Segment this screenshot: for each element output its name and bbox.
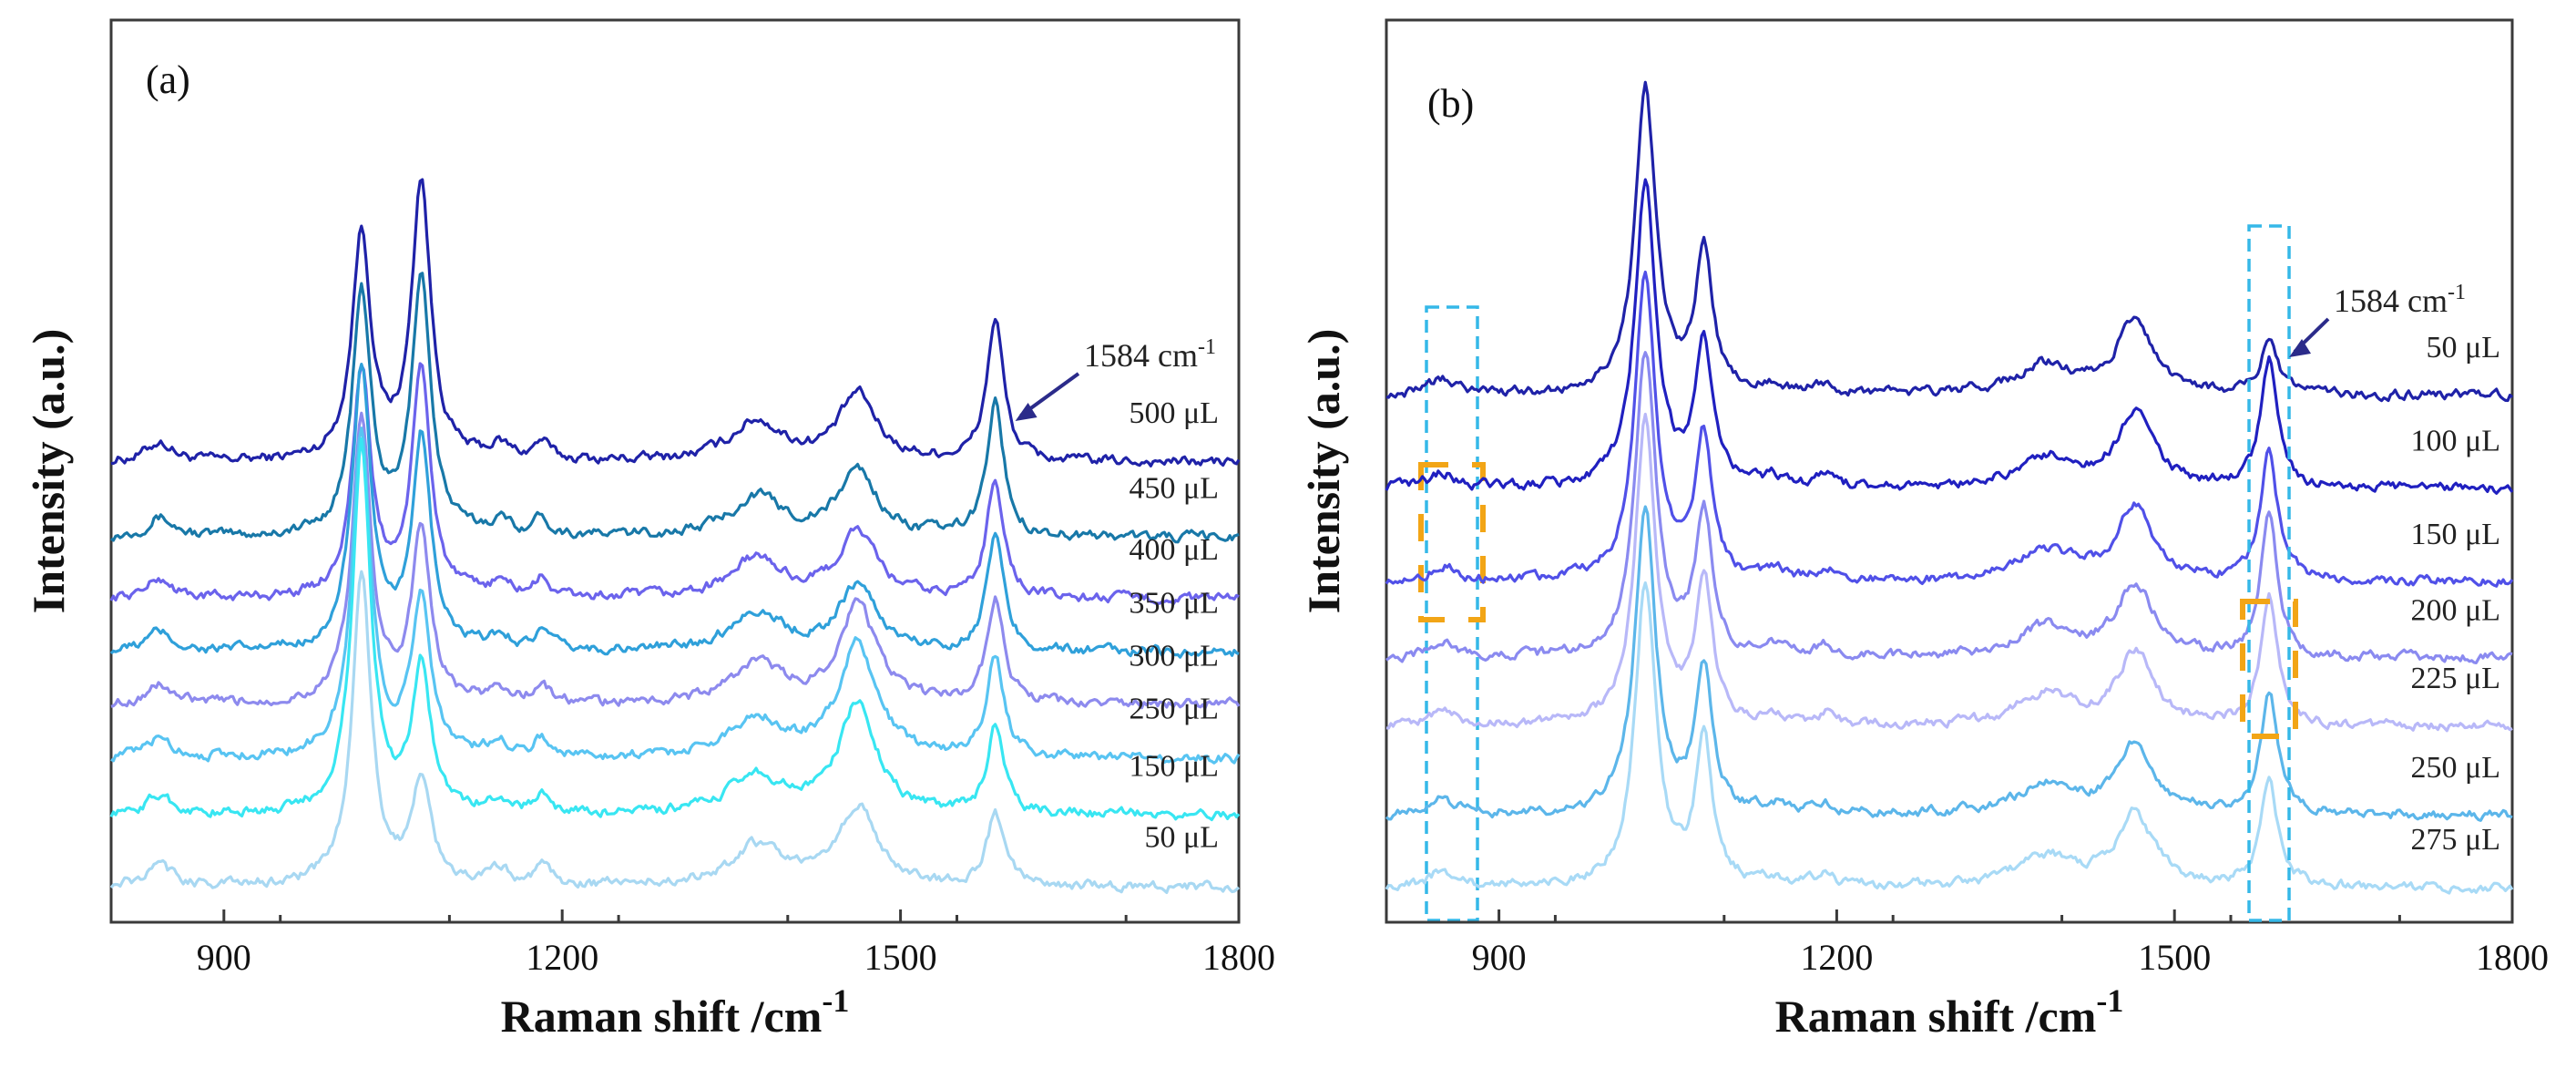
spectrum-line — [110, 178, 1241, 467]
x-tick-label: 1200 — [526, 937, 598, 978]
x-tick-label: 900 — [197, 937, 251, 978]
x-axis-title: Raman shift /cm-1 — [501, 982, 850, 1042]
peak-annotation: 1584 cm-1 — [2334, 281, 2466, 319]
peak-highlight-box — [2247, 224, 2291, 922]
peak-annotation: 1584 cm-1 — [1084, 335, 1216, 374]
spectrum-line — [109, 362, 1240, 606]
series-label: 225 μL — [2411, 662, 2501, 695]
series-label: 250 μL — [2411, 751, 2501, 785]
spectrum-line — [110, 426, 1241, 765]
series-label: 350 μL — [1130, 586, 1220, 620]
spectrum-line — [110, 272, 1240, 544]
series-label: 400 μL — [1130, 533, 1220, 567]
series-label: 150 μL — [1130, 750, 1220, 784]
y-axis-title: Intensity (a.u.) — [23, 329, 74, 614]
x-axis-title: Raman shift /cm-1 — [1775, 982, 2124, 1042]
series-label: 275 μL — [2411, 823, 2501, 857]
annotation-arrowhead — [1015, 403, 1038, 421]
series-label: 100 μL — [2411, 424, 2501, 457]
panel-b: 900 1200 1500 1800 Raman shift /cm-1 Intensit… — [1298, 18, 2549, 1042]
x-tick-label: 1500 — [2138, 937, 2211, 978]
series-label: 250 μL — [1130, 693, 1220, 726]
x-tick-label: 1800 — [2476, 937, 2549, 978]
x-tick-label: 900 — [1472, 937, 1527, 978]
spectrum-line — [1385, 351, 2513, 664]
x-tick-label: 1500 — [864, 937, 937, 978]
series-label: 150 μL — [2411, 518, 2501, 551]
spectrum-line — [1385, 270, 2514, 588]
y-axis-title: Intensity (a.u.) — [1298, 329, 1349, 614]
panel-tag: (a) — [146, 57, 190, 102]
peak-highlight-box — [1425, 305, 1479, 922]
x-tick-label: 1200 — [1800, 937, 1873, 978]
plot-frame — [1385, 18, 2514, 924]
series-label: 50 μL — [2427, 331, 2501, 365]
series-label: 300 μL — [1130, 640, 1220, 673]
annotation-arrowhead — [2289, 339, 2312, 357]
spectrum-line — [109, 570, 1241, 894]
series-label: 200 μL — [2411, 594, 2501, 628]
series-label: 500 μL — [1130, 396, 1220, 430]
spectrum-line — [1385, 80, 2514, 403]
x-tick-label: 1800 — [1202, 937, 1275, 978]
panel-a: 900 1200 1500 1800 Raman shift /cm-1 Intensit… — [23, 18, 1486, 1042]
spectrum-line — [109, 363, 1240, 659]
series-label: 450 μL — [1130, 471, 1220, 505]
panel-tag: (b) — [1427, 81, 1474, 126]
region-highlight-box — [2240, 599, 2299, 739]
spectrum-line — [110, 411, 1241, 710]
spectrum-line — [1385, 412, 2513, 733]
plot-frame — [109, 18, 1241, 924]
spectrum-line — [109, 437, 1241, 822]
series-label: 50 μL — [1145, 820, 1220, 854]
spectrum-line — [1385, 505, 2513, 822]
spectrum-line — [1385, 581, 2514, 895]
spectrum-line — [1385, 178, 2514, 495]
